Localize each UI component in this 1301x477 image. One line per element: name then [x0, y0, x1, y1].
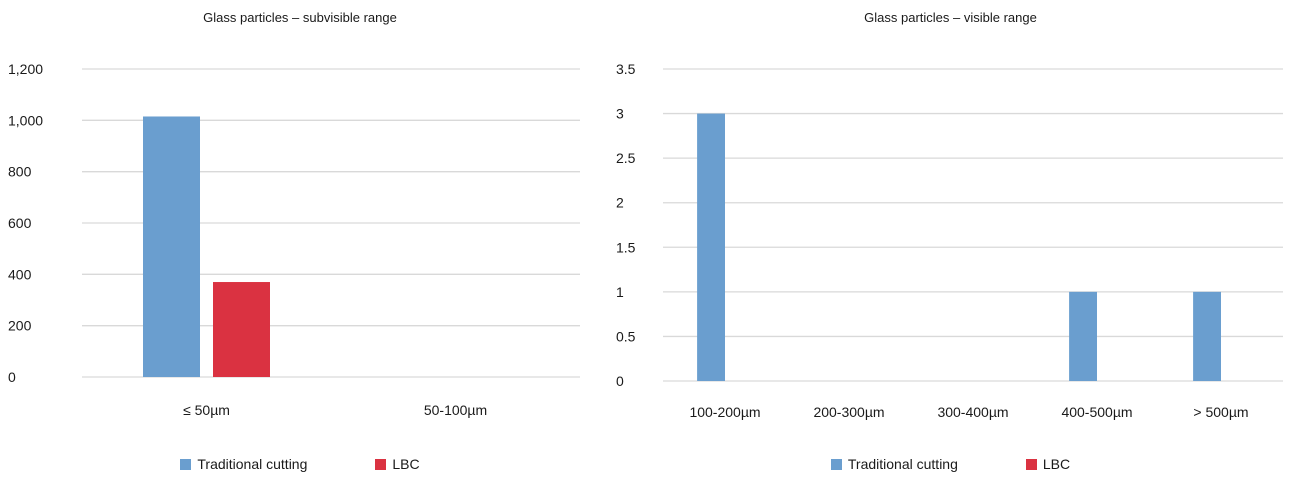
legend-swatch-lbc — [375, 458, 387, 470]
y-tick-label: 1 — [616, 284, 624, 300]
y-tick-label: 3.5 — [616, 61, 636, 77]
y-tick-label: 2 — [616, 195, 624, 211]
y-tick-label: 1,000 — [8, 112, 43, 128]
y-tick-label: 600 — [8, 215, 32, 231]
chart-title: Glass particles – subvisible range — [203, 10, 397, 25]
chart-subvisible-range: 0 200 400 600 800 1,000 1,200 ≤ 50µm 50-100µm Gl… — [0, 0, 600, 477]
y-tick-label: 800 — [8, 164, 32, 180]
bar-traditional-cutting — [1069, 291, 1097, 381]
x-tick-label: 400-500µm — [1061, 404, 1132, 420]
x-tick-label: > 500µm — [1193, 404, 1248, 420]
legend-label: LBC — [392, 456, 420, 472]
bar-traditional-cutting — [1193, 291, 1221, 381]
legend-swatch-lbc — [1025, 458, 1037, 470]
y-tick-label: 0.5 — [616, 328, 636, 344]
legend-label: Traditional cutting — [197, 456, 308, 472]
bar-lbc — [213, 282, 270, 377]
legend-swatch-traditional-cutting — [180, 458, 192, 470]
chart-plot-visible: 0 0.5 1 1.5 2 2.5 3 3.5 100-200µm 200-300µm 300-40… — [616, 61, 1283, 420]
bar-traditional-cutting — [143, 116, 200, 377]
chart-title: Glass particles – visible range — [864, 10, 1037, 25]
x-tick-label: 300-400µm — [937, 404, 1008, 420]
bar-traditional-cutting — [697, 113, 725, 382]
legend-label: LBC — [1042, 456, 1071, 472]
legend: Traditional cutting LBC — [0, 456, 600, 472]
y-tick-label: 400 — [8, 266, 32, 282]
y-tick-label: 1.5 — [616, 239, 636, 255]
y-tick-label: 1,200 — [8, 61, 43, 77]
legend: Traditional cutting LBC — [600, 456, 1301, 472]
chart-visible-range: 0 0.5 1 1.5 2 2.5 3 3.5 100-200µm 200-300µm 300-40… — [600, 0, 1301, 477]
x-tick-label: ≤ 50µm — [183, 402, 230, 418]
x-tick-label: 200-300µm — [813, 404, 884, 420]
legend-label: Traditional cutting — [847, 456, 958, 472]
legend-item-traditional-cutting: Traditional cutting — [180, 456, 307, 472]
x-tick-label: 50-100µm — [424, 402, 487, 418]
y-tick-label: 0 — [8, 369, 16, 385]
legend-item-lbc: LBC — [375, 456, 420, 472]
y-tick-label: 3 — [616, 106, 624, 122]
chart-plot-subvisible: 0 200 400 600 800 1,000 1,200 ≤ 50µm 50-100µm — [8, 61, 580, 418]
legend-item-lbc: LBC — [1025, 456, 1071, 472]
y-tick-label: 200 — [8, 318, 32, 334]
y-tick-label: 2.5 — [616, 150, 636, 166]
legend-swatch-traditional-cutting — [830, 458, 842, 470]
x-tick-label: 100-200µm — [689, 404, 760, 420]
legend-item-traditional-cutting: Traditional cutting — [830, 456, 958, 472]
y-tick-label: 0 — [616, 373, 624, 389]
